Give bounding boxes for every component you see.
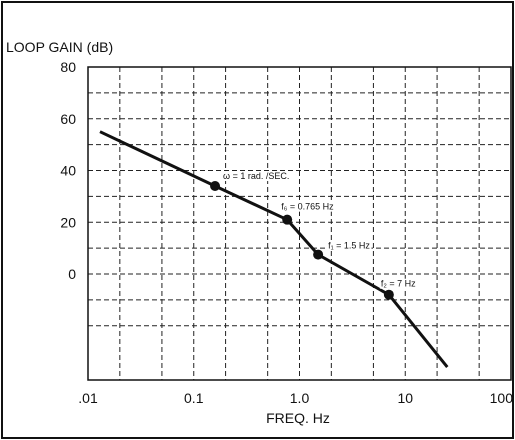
y-tick-label: 60 (60, 111, 76, 127)
y-tick-label: 20 (60, 214, 76, 230)
point-label-background (280, 201, 336, 212)
data-point (313, 249, 324, 260)
y-tick-labels: 80 60 40 20 0 (60, 59, 76, 282)
y-tick-label: 80 (60, 59, 76, 75)
x-tick-label: 1.0 (290, 390, 310, 406)
point-label: f₆ = 0.765 Hz (281, 202, 334, 212)
data-point (282, 214, 293, 225)
series-layer (99, 130, 449, 369)
y-tick-label: 0 (68, 266, 76, 282)
point-label-background (327, 240, 372, 251)
x-tick-label: 100 (490, 390, 514, 406)
point-label: f₁ = 1.5 Hz (328, 241, 370, 251)
x-tick-label: 10 (397, 390, 413, 406)
point-label: f₂ = 7 Hz (381, 279, 416, 289)
data-point (383, 289, 394, 300)
point-label: ω = 1 rad. /SEC. (223, 171, 289, 181)
data-point (210, 181, 221, 192)
plot-frame (87, 66, 512, 381)
grid (88, 67, 511, 380)
point-label-background (222, 171, 291, 182)
x-tick-label: .01 (78, 390, 98, 406)
loop-gain-curve (99, 130, 449, 369)
y-axis-title: LOOP GAIN (dB) (6, 39, 113, 55)
x-tick-label: 0.1 (184, 390, 204, 406)
x-tick-labels: .01 0.1 1.0 10 100 (78, 390, 513, 406)
y-tick-label: 40 (60, 163, 76, 179)
point-layer: ω = 1 rad. /SEC. f₆ = 0.765 Hz f₁ = 1.5 Hz… (210, 171, 418, 300)
x-axis-title: FREQ. Hz (266, 410, 330, 426)
point-label-background (379, 278, 418, 289)
